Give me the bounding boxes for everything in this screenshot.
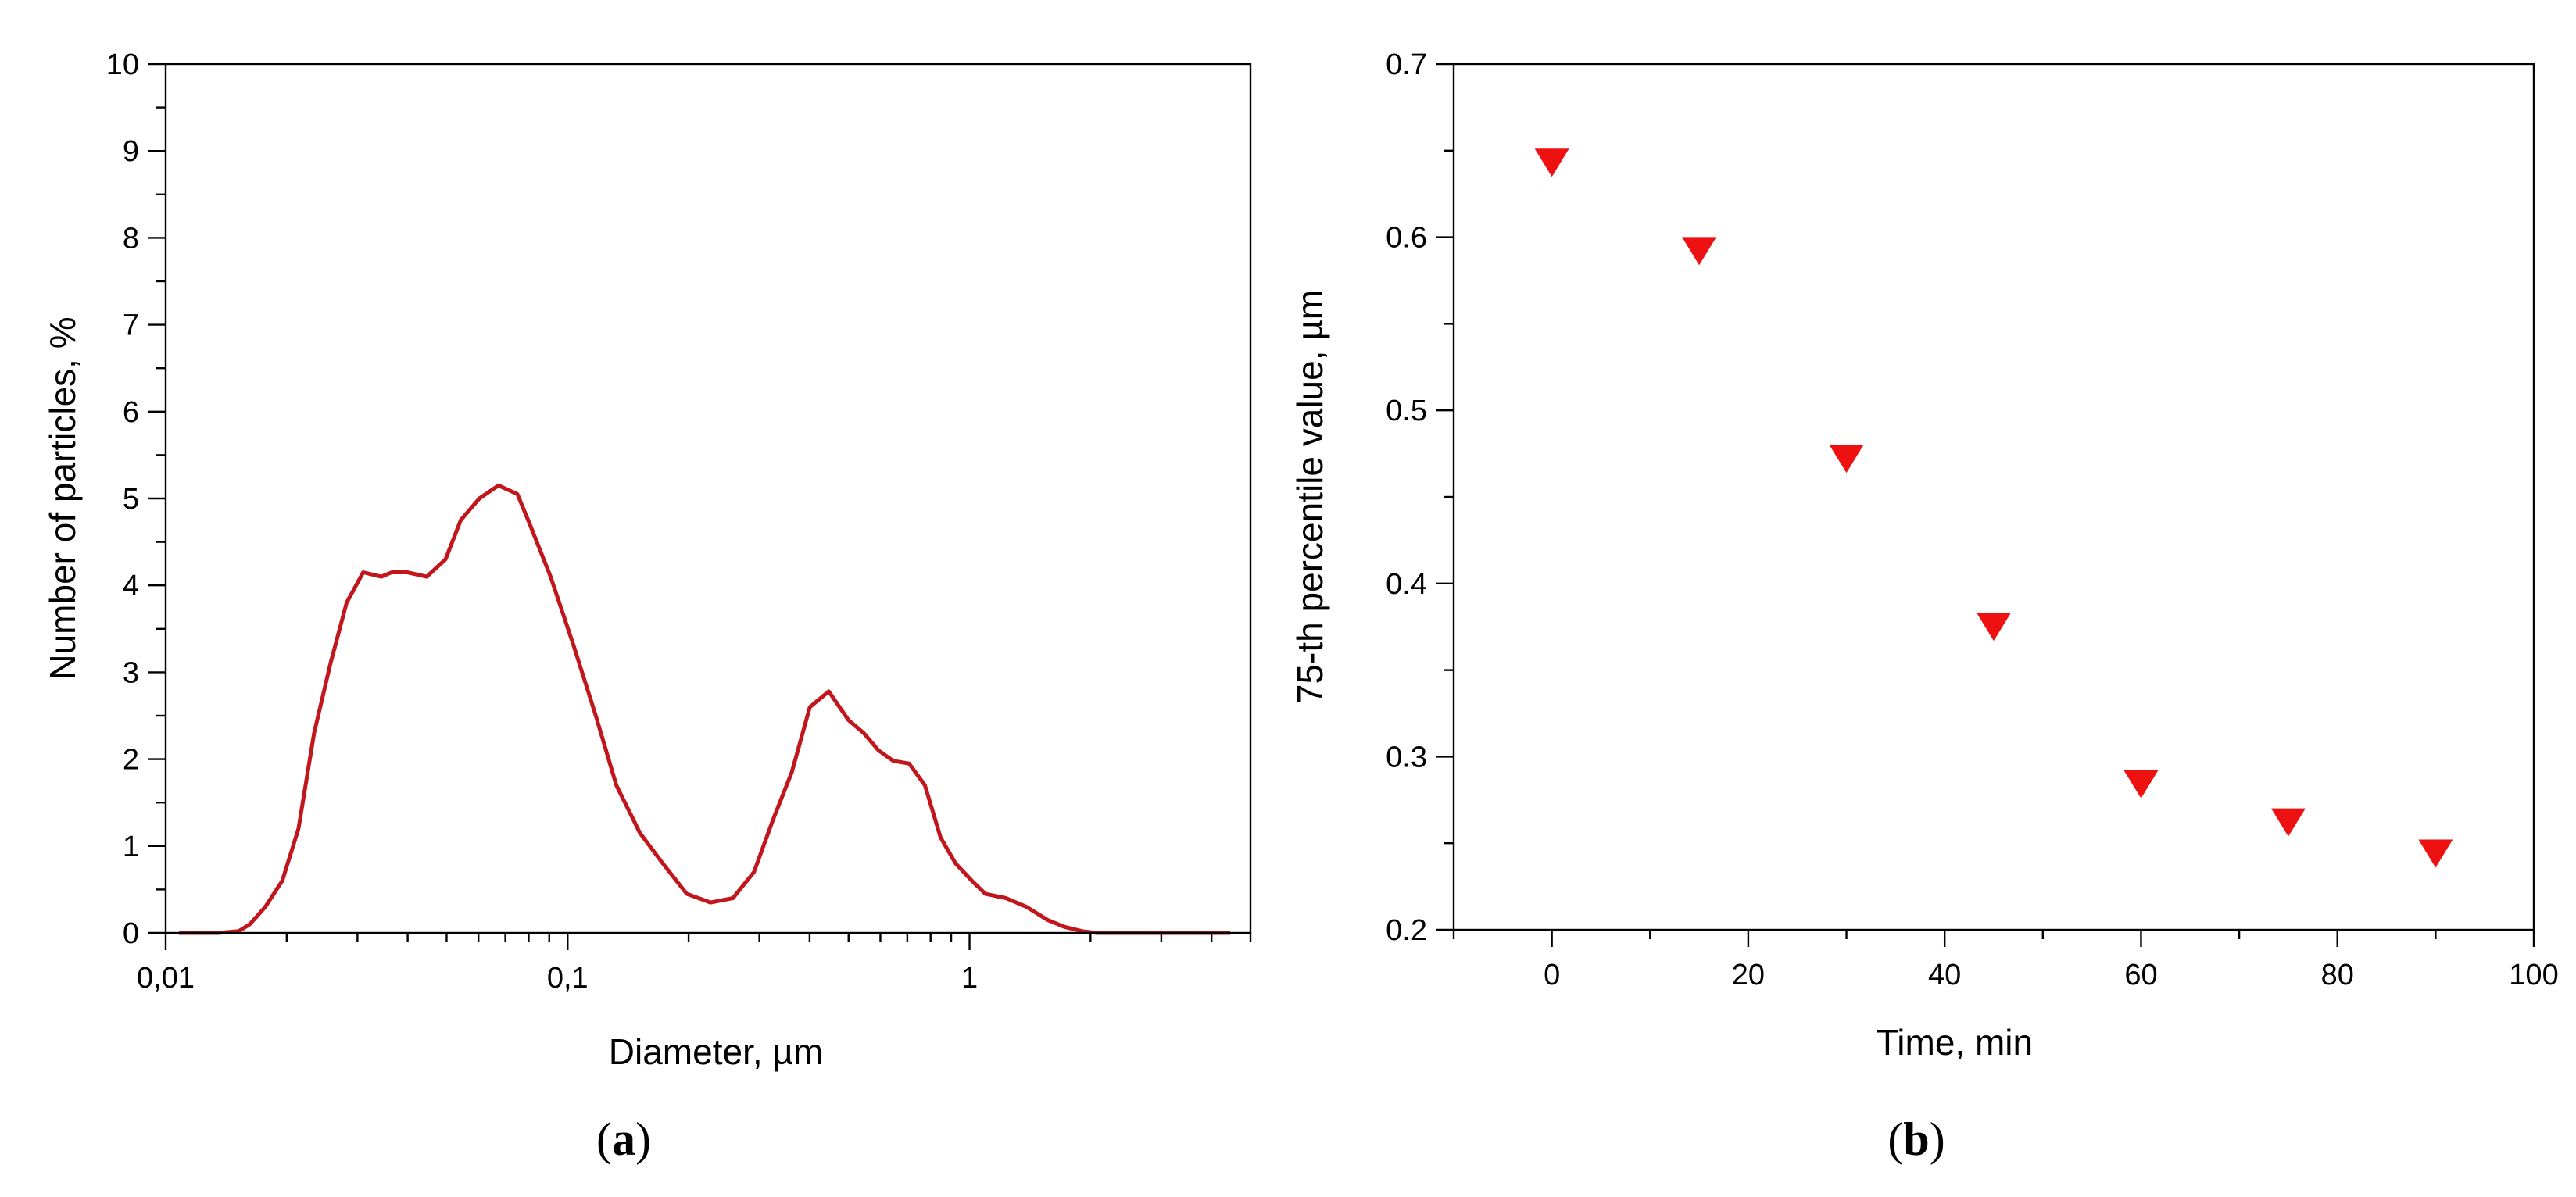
panel-b-x-tick-label: 40 (1928, 959, 1961, 992)
panel-a-frame (164, 63, 1252, 934)
panel-b-data-point (1682, 237, 1717, 266)
panel-b-points (1534, 148, 2453, 868)
panel-a-distribution-line (179, 483, 1230, 935)
panel-b-data-point (2418, 839, 2453, 868)
panel-a-x-axis-title: Diameter, µm (609, 1031, 823, 1072)
panel-b-data-point (1977, 613, 2011, 641)
panel-a-y-tick-label: 10 (106, 48, 139, 81)
panel-b-x-tick-label: 20 (1732, 959, 1765, 992)
panel-a-y-tick-label: 1 (123, 831, 139, 863)
panel-b-y-tick-label: 0.4 (1386, 568, 1427, 601)
panel-b-caption-letter: b (1903, 1113, 1929, 1165)
panel-b-data-point (2270, 808, 2306, 837)
panel-a-y-axis-title: Number of particles, % (42, 316, 83, 680)
panel-a-y-tick-label: 0 (123, 917, 139, 950)
panel-a-y-tick-label: 6 (123, 396, 139, 429)
panel-b-caption-open: ( (1887, 1113, 1903, 1165)
panel-b-x-tick-label: 100 (2509, 959, 2558, 992)
panel-b-y-tick-label: 0.2 (1386, 914, 1427, 947)
panel-a-x-tick-label: 0,1 (547, 962, 589, 995)
panel-a-y-tick-label: 2 (123, 744, 139, 777)
panel-b-y-tick-label: 0.6 (1386, 222, 1427, 255)
panel-b-chart: 0.2 0.3 0.4 0.5 0.6 0.7 0 20 40 60 80 100 75-th per… (1290, 48, 2559, 1063)
panel-b-ticks: 0.2 0.3 0.4 0.5 0.6 0.7 0 20 40 60 80 100 (1386, 48, 2559, 992)
panel-b-y-tick-label: 0.3 (1386, 741, 1427, 774)
panel-b-y-tick-label: 0.5 (1386, 395, 1427, 427)
panel-b-caption: (b) (1887, 1113, 1945, 1165)
panel-a-chart: 0 1 2 3 4 5 6 7 8 9 10 0,01 0,1 1 Number of particles… (42, 48, 1252, 1072)
panel-b-y-axis-title: 75-th percentile value, µm (1290, 290, 1330, 704)
panel-a-x-tick-label: 1 (961, 962, 978, 995)
panel-a-y-tick-label: 5 (123, 483, 139, 516)
panel-b-x-axis-title: Time, min (1877, 1022, 2033, 1063)
panel-a-y-tick-label: 8 (123, 222, 139, 255)
panel-b-caption-close: ) (1930, 1113, 1945, 1165)
panel-b-x-tick-label: 60 (2124, 959, 2157, 992)
panel-a-y-tick-label: 3 (123, 656, 139, 689)
panel-a-y-tick-label: 7 (123, 309, 139, 342)
panel-a-caption: (a) (596, 1113, 651, 1165)
panel-a-y-tick-label: 9 (123, 135, 139, 168)
panel-a-ticks: 0 1 2 3 4 5 6 7 8 9 10 0,01 0,1 1 (106, 48, 1252, 995)
panel-a-caption-close: ) (635, 1113, 651, 1165)
panel-b-data-point (1534, 148, 1569, 177)
panel-a-caption-letter: a (612, 1113, 635, 1165)
panel-a-x-tick-label: 0,01 (137, 962, 195, 995)
panel-a-caption-open: ( (596, 1113, 612, 1165)
panel-b-x-tick-label: 80 (2321, 959, 2354, 992)
panel-b-y-tick-label: 0.7 (1386, 48, 1427, 81)
panel-b-x-tick-label: 0 (1544, 959, 1560, 992)
panel-b-data-point (1829, 445, 1864, 473)
panel-b-data-point (2123, 770, 2159, 799)
panel-a-y-tick-label: 4 (123, 570, 139, 602)
panel-b-frame (1452, 63, 2535, 931)
